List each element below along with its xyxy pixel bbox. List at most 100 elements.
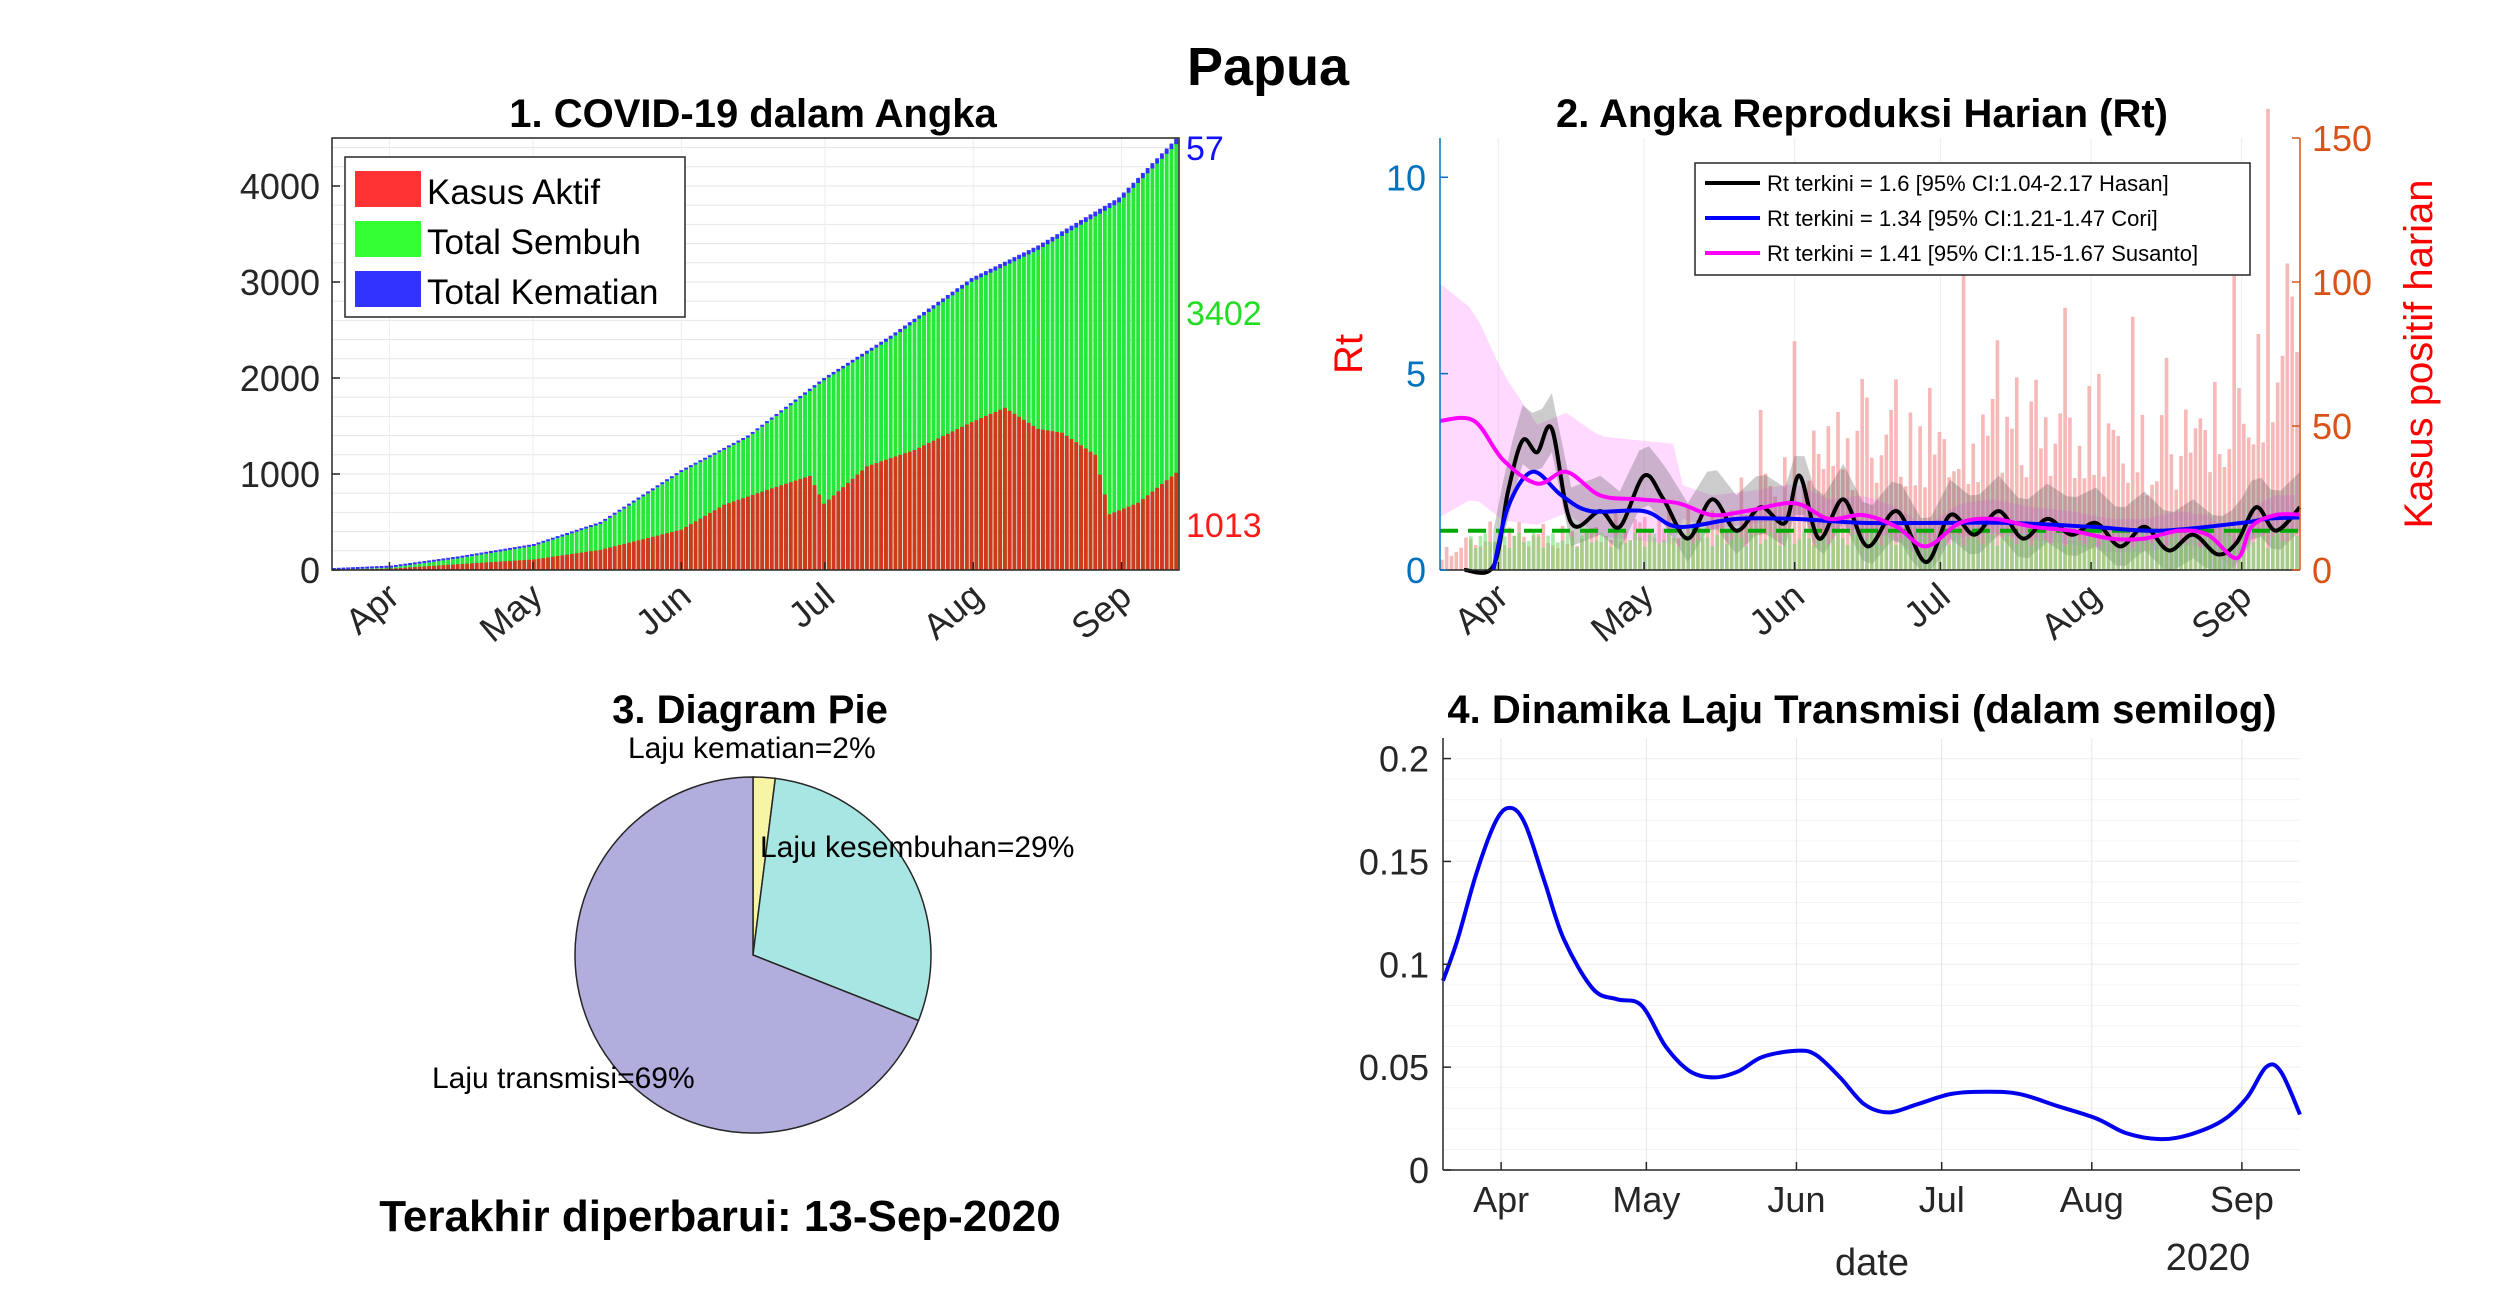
panel2-legend-box: [1694, 162, 2251, 276]
bar-active: [655, 535, 660, 570]
bar-recovered: [826, 376, 831, 570]
bar-deaths: [631, 500, 636, 503]
bar-active: [822, 503, 827, 570]
x-tick-label: Sep: [2183, 575, 2258, 648]
green-bar: [1956, 534, 1961, 570]
y-tick-label: 0: [1409, 1150, 1429, 1191]
green-bar: [2155, 533, 2159, 570]
bar-deaths: [1036, 245, 1041, 250]
green-bar: [1976, 539, 1980, 570]
green-bar: [1594, 540, 1599, 570]
bar-deaths: [964, 281, 969, 286]
bar-active: [546, 557, 551, 570]
bar-deaths: [474, 553, 479, 556]
green-bar: [2000, 537, 2005, 570]
bar-active: [803, 477, 807, 570]
bar-deaths: [341, 567, 346, 570]
bar-active: [931, 440, 936, 570]
bar-recovered: [1041, 244, 1045, 571]
bar-active: [1007, 410, 1012, 570]
bar-recovered: [1136, 179, 1141, 570]
bar-deaths: [869, 347, 874, 351]
green-bar: [1908, 538, 1913, 570]
x-tick-label: Apr: [1473, 1179, 1529, 1220]
bar-deaths: [1021, 252, 1026, 257]
pie-slices: [574, 776, 932, 1134]
daily-case-bar: [1860, 378, 1864, 570]
green-bar: [1671, 537, 1676, 570]
bar-recovered: [674, 475, 679, 570]
bar-recovered: [850, 361, 855, 570]
bar-deaths: [427, 560, 432, 563]
bar-recovered: [822, 379, 827, 570]
bar-active: [950, 431, 955, 570]
bar-active: [1155, 487, 1160, 570]
bar-recovered: [569, 533, 574, 570]
bar-active: [769, 488, 774, 570]
bar-deaths: [398, 564, 403, 567]
bar-deaths: [993, 266, 998, 271]
bar-active: [1098, 474, 1103, 570]
green-bar: [2077, 539, 2082, 570]
daily-case-bar: [1874, 482, 1879, 570]
bar-recovered: [655, 487, 660, 570]
bar-active: [412, 567, 417, 570]
green-bar: [1985, 533, 1990, 570]
bar-active: [598, 549, 603, 570]
bar-active: [1045, 430, 1050, 570]
bar-active: [969, 422, 974, 570]
bar-active: [1093, 454, 1098, 570]
daily-case-bar: [2227, 449, 2232, 570]
bar-deaths: [650, 488, 655, 491]
green-bar: [2014, 543, 2019, 570]
panel2-y2-ticks: 0 50 100 150: [2292, 118, 2372, 591]
bar-active: [584, 551, 589, 570]
panel1-x-ticks: Apr May Jun Jul Aug Sep: [337, 562, 1139, 650]
green-bar: [1628, 540, 1633, 570]
bar-active: [436, 565, 441, 570]
bar-active: [531, 559, 536, 570]
bar-recovered: [1064, 230, 1069, 570]
green-bar: [1749, 534, 1753, 570]
bar-active: [498, 561, 503, 570]
bar-recovered: [503, 550, 508, 570]
green-bar: [1507, 547, 1512, 570]
bar-recovered: [1083, 219, 1088, 570]
bar-active: [503, 561, 508, 570]
bar-active: [1117, 510, 1122, 570]
daily-case-bar: [1541, 523, 1546, 570]
y-tick-label: 4000: [240, 166, 320, 207]
green-bar: [1947, 544, 1951, 570]
daily-case-bar: [2285, 263, 2290, 570]
bar-active: [817, 494, 822, 570]
daily-case-bar: [2184, 409, 2188, 570]
green-bar: [1531, 532, 1536, 570]
daily-case-bar: [2159, 415, 2164, 570]
bar-deaths: [393, 564, 398, 567]
bar-active: [893, 456, 898, 570]
legend-swatch-active: [355, 171, 421, 207]
bar-active: [879, 461, 884, 570]
bar-active: [1088, 451, 1093, 570]
green-bar: [1468, 536, 1473, 570]
bar-deaths: [469, 554, 474, 557]
bar-recovered: [917, 317, 922, 570]
bar-deaths: [446, 557, 451, 560]
bar-deaths: [527, 544, 531, 547]
legend-label-active: Kasus Aktif: [427, 173, 600, 212]
daily-case-bar: [1763, 473, 1768, 570]
bar-active: [1021, 419, 1026, 570]
bar-recovered: [603, 520, 608, 570]
green-bar: [2290, 533, 2294, 570]
green-bar: [1734, 532, 1739, 570]
bar-active: [869, 464, 874, 570]
bar-deaths: [522, 545, 527, 548]
green-bar: [1584, 533, 1589, 570]
bar-active: [660, 534, 665, 570]
bar-recovered: [555, 538, 560, 570]
bar-active: [527, 559, 531, 570]
bar-active: [974, 420, 979, 570]
bar-active: [607, 547, 612, 570]
green-bar: [1555, 542, 1560, 570]
green-bar: [2029, 545, 2034, 570]
